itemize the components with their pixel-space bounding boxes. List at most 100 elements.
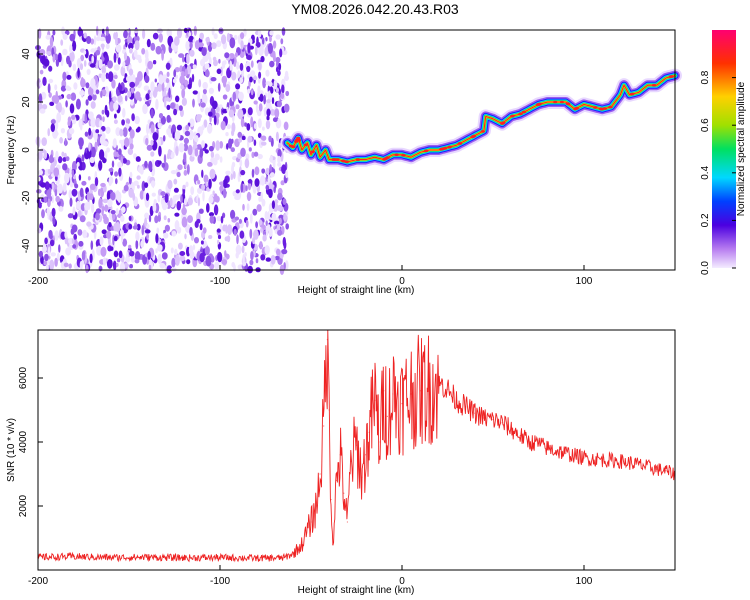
noise-blob <box>274 108 280 118</box>
noise-blob <box>245 185 248 192</box>
noise-blob <box>267 173 271 184</box>
noise-blob <box>140 240 145 248</box>
noise-blob <box>49 234 53 240</box>
noise-blob <box>133 180 139 186</box>
noise-blob <box>186 164 190 175</box>
noise-blob <box>275 131 279 142</box>
noise-blob <box>64 231 68 239</box>
noise-blob <box>170 247 174 254</box>
noise-blob <box>146 38 151 48</box>
noise-blob <box>243 28 247 37</box>
noise-blob <box>241 245 245 254</box>
ridge-peak <box>382 158 387 161</box>
noise-blob <box>160 115 166 125</box>
noise-blob <box>226 235 231 243</box>
noise-blob <box>260 175 266 186</box>
noise-blob <box>119 262 126 273</box>
noise-blob <box>61 151 65 157</box>
noise-blob <box>101 109 105 115</box>
noise-blob <box>226 106 229 113</box>
noise-blob <box>259 93 264 103</box>
noise-blob <box>63 262 69 268</box>
noise-blob <box>200 240 204 245</box>
noise-blob <box>106 110 110 118</box>
noise-blob <box>240 147 246 157</box>
noise-blob <box>152 132 159 141</box>
noise-blob <box>167 179 173 190</box>
snr-point <box>350 460 352 462</box>
noise-blob <box>183 152 187 163</box>
snr-point <box>483 417 485 419</box>
noise-blob <box>174 248 178 256</box>
noise-blob <box>128 42 134 50</box>
noise-blob <box>163 215 167 221</box>
noise-blob <box>191 73 195 83</box>
noise-blob <box>118 148 122 155</box>
noise-blob <box>192 90 198 95</box>
noise-blob <box>225 170 231 176</box>
noise-blob <box>95 208 102 215</box>
noise-blob <box>283 121 289 131</box>
noise-blob <box>272 40 277 49</box>
noise-blob <box>256 204 262 212</box>
noise-blob <box>179 251 186 256</box>
noise-blob <box>147 60 154 70</box>
noise-blob <box>194 135 199 143</box>
x-tick-label: -100 <box>210 576 230 587</box>
noise-blob <box>204 69 210 78</box>
noise-blob <box>277 229 283 236</box>
noise-blob <box>113 250 119 258</box>
noise-blob <box>246 123 251 131</box>
snr-point <box>410 393 412 395</box>
noise-blob <box>167 218 171 223</box>
noise-blob <box>129 47 133 54</box>
noise-blob <box>257 118 262 129</box>
noise-blob <box>41 104 48 110</box>
noise-blob <box>71 188 78 197</box>
noise-blob <box>164 96 167 108</box>
noise-blob <box>141 48 146 55</box>
noise-blob <box>209 168 216 179</box>
noise-blob <box>245 153 250 160</box>
noise-blob <box>270 254 276 265</box>
noise-blob <box>254 178 260 187</box>
noise-blob <box>176 171 181 178</box>
noise-blob <box>187 144 193 156</box>
noise-blob <box>69 51 75 62</box>
noise-blob <box>237 108 244 120</box>
noise-blob <box>268 188 273 199</box>
noise-blob <box>119 139 123 144</box>
noise-blob <box>105 26 109 36</box>
noise-blob <box>71 224 78 233</box>
noise-blob <box>265 119 271 130</box>
noise-blob <box>145 137 149 146</box>
snr-point <box>501 422 503 424</box>
noise-blob <box>205 181 208 188</box>
noise-blob <box>46 207 50 217</box>
noise-blob <box>239 159 243 167</box>
noise-blob <box>217 234 222 240</box>
noise-blob <box>270 109 276 116</box>
noise-blob <box>146 144 153 151</box>
noise-blob <box>264 245 270 255</box>
y-tick-label: 4000 <box>18 430 29 453</box>
noise-blob <box>131 74 136 85</box>
noise-blob <box>133 153 137 159</box>
noise-blob <box>232 190 237 197</box>
noise-blob <box>258 196 262 202</box>
noise-blob <box>201 169 204 178</box>
noise-blob <box>235 189 240 194</box>
noise-blob <box>48 65 53 72</box>
noise-blob <box>143 85 148 91</box>
noise-blob <box>123 30 128 39</box>
snr-point <box>183 557 185 559</box>
noise-blob <box>176 124 182 131</box>
noise-blob <box>226 124 231 130</box>
noise-blob <box>88 142 91 152</box>
noise-blob <box>129 250 135 257</box>
snr-point <box>283 557 285 559</box>
noise-blob <box>65 156 70 162</box>
noise-blob <box>269 60 275 68</box>
noise-blob <box>252 208 258 216</box>
noise-blob <box>155 98 159 110</box>
